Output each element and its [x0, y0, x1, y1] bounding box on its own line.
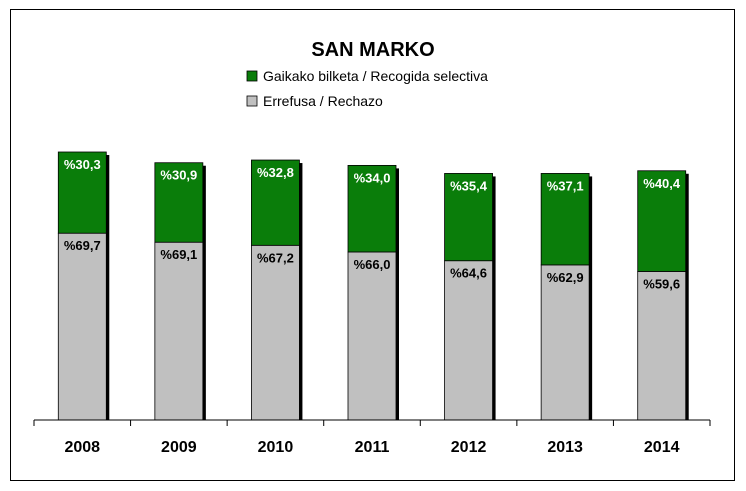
data-label-recycling: %37,1	[547, 178, 584, 193]
legend-swatch-recycling	[246, 70, 258, 82]
bar-segment-refuse	[57, 232, 107, 421]
bar-segment-refuse	[444, 260, 493, 421]
legend: Gaikako bilketa / Recogida selectiva Err…	[246, 68, 488, 109]
bar-segment-recycling	[251, 159, 300, 246]
x-tick-label: 2011	[355, 439, 390, 456]
x-tick-label: 2013	[547, 439, 583, 456]
bar-segment-refuse	[540, 264, 590, 421]
x-axis: 2008 2009 2010 2011 2012 2013 2014	[33, 419, 711, 456]
chart-title: SAN MARKO	[311, 39, 434, 61]
x-tick-label: 2008	[64, 439, 100, 456]
bar-segment-recycling	[347, 164, 397, 253]
data-label-recycling: %30,3	[64, 157, 101, 172]
legend-swatch-refuse	[246, 95, 258, 107]
x-tick-label: 2014	[644, 439, 680, 456]
data-label-refuse: %64,6	[450, 266, 487, 281]
x-tick-label: 2010	[258, 439, 294, 456]
legend-label-refuse: Errefusa / Rechazo	[263, 93, 383, 109]
bar-segment-refuse	[251, 244, 300, 421]
data-label-refuse: %62,9	[547, 270, 584, 285]
bar-segment-recycling	[444, 173, 493, 262]
data-label-refuse: %69,1	[160, 247, 197, 262]
data-label-recycling: %35,4	[450, 178, 488, 193]
bar-segment-refuse	[154, 241, 204, 421]
data-label-recycling: %40,4	[643, 176, 681, 191]
data-label-recycling: %34,0	[354, 170, 391, 185]
bar-segment-recycling	[637, 170, 687, 272]
data-label-refuse: %59,6	[643, 276, 680, 291]
bar-segment-recycling	[540, 173, 590, 266]
bar-segment-refuse	[637, 271, 687, 421]
bar-segment-refuse	[347, 251, 397, 421]
data-label-refuse: %67,2	[257, 250, 294, 265]
bar-segment-recycling	[154, 162, 204, 243]
legend-label-recycling: Gaikako bilketa / Recogida selectiva	[263, 68, 488, 84]
bars-group: %30,3 %69,7 %30,9 %69,1 %32,8 %67,2 %34,0 %66,0…	[57, 151, 689, 421]
x-tick-label: 2009	[161, 439, 197, 456]
x-tick-label: 2012	[451, 439, 487, 456]
data-label-recycling: %32,8	[257, 165, 294, 180]
data-label-refuse: %66,0	[354, 257, 391, 272]
data-label-recycling: %30,9	[160, 168, 197, 183]
data-label-refuse: %69,7	[64, 238, 101, 253]
bar-segment-recycling	[57, 151, 107, 234]
